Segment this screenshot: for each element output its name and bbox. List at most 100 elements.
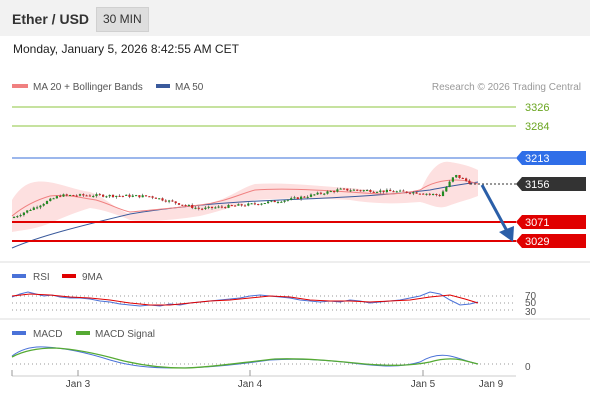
- resistance-label-3326: 3326: [525, 102, 549, 114]
- candle-body: [184, 204, 187, 206]
- candle-body: [425, 193, 428, 195]
- current-price-label: 3156: [525, 179, 549, 191]
- candle-body: [125, 194, 128, 196]
- x-label-jan5: Jan 5: [411, 379, 436, 390]
- candle-body: [210, 206, 214, 209]
- candle-body: [346, 188, 349, 191]
- candle-body: [349, 190, 352, 192]
- rsi-label-70: 70: [525, 291, 537, 302]
- candle-body: [217, 206, 220, 208]
- candle-body: [293, 197, 296, 199]
- candle-body: [111, 194, 115, 197]
- candle-body: [379, 190, 382, 192]
- current-price-tag: [516, 177, 586, 191]
- candle-body: [247, 203, 250, 206]
- candle-body: [283, 200, 286, 202]
- candle-body: [399, 190, 402, 192]
- candle-body: [260, 203, 263, 205]
- candle-body: [98, 194, 101, 196]
- candle-body: [191, 205, 194, 208]
- ma50-legend-swatch: [156, 84, 170, 88]
- candle-body: [187, 205, 190, 207]
- x-label-jan4: Jan 4: [238, 379, 263, 390]
- candle-body: [12, 217, 16, 219]
- candle-body: [214, 207, 217, 209]
- candle-body: [174, 201, 177, 204]
- candle-body: [69, 194, 72, 196]
- candle-body: [224, 207, 227, 209]
- candle-body: [286, 199, 289, 201]
- candle-body: [102, 194, 105, 197]
- candle-body: [45, 201, 49, 204]
- price-candles: [12, 174, 471, 219]
- candle-body: [356, 189, 359, 191]
- candle-body: [333, 191, 336, 193]
- candle-body: [161, 198, 164, 201]
- candle-body: [359, 190, 362, 192]
- ma50-line: [11, 181, 479, 249]
- candle-body: [164, 200, 167, 202]
- candle-body: [339, 188, 342, 190]
- header: Ether / USD 30 MIN: [0, 0, 590, 36]
- candle-body: [280, 201, 283, 203]
- timeframe-button[interactable]: 30 MIN: [96, 7, 149, 32]
- candle-body: [16, 216, 19, 218]
- candle-body: [108, 194, 111, 197]
- candle-body: [26, 210, 29, 213]
- candle-body: [141, 195, 144, 198]
- candle-body: [455, 175, 458, 178]
- candle-body: [230, 205, 233, 207]
- support-label-3071: 3071: [525, 217, 549, 229]
- candle-body: [273, 200, 276, 203]
- rsi-legend-swatch: [12, 274, 26, 278]
- forecast-arrow-shaft: [480, 184, 509, 232]
- candle-body: [207, 206, 210, 208]
- candle-body: [39, 205, 42, 208]
- candle-body: [319, 192, 322, 194]
- candle-body: [49, 198, 52, 202]
- chart-panel: [0, 36, 590, 400]
- candle-body: [441, 191, 445, 197]
- macd-legend-label: MACD: [33, 329, 62, 340]
- candle-body: [138, 195, 141, 198]
- candle-body: [428, 193, 431, 195]
- candle-body: [171, 200, 174, 202]
- candle-body: [115, 195, 118, 197]
- candle-body: [168, 200, 171, 202]
- ma50-legend-label: MA 50: [175, 82, 204, 93]
- candle-body: [92, 196, 95, 198]
- candle-body: [135, 195, 138, 197]
- candle-body: [75, 195, 78, 197]
- candle-body: [445, 186, 448, 192]
- candle-body: [422, 193, 425, 195]
- candle-body: [290, 198, 293, 200]
- candle-body: [465, 178, 468, 181]
- rsi-legend-label: RSI: [33, 272, 50, 283]
- candle-body: [105, 196, 108, 198]
- candle-body: [42, 203, 45, 206]
- candle-body: [59, 196, 62, 198]
- candle-body: [131, 195, 134, 197]
- candle-body: [148, 196, 151, 198]
- candle-body: [306, 196, 309, 198]
- candle-body: [65, 194, 68, 196]
- rsi-label-30: 30: [525, 307, 537, 318]
- candle-body: [382, 190, 385, 192]
- pivot-label-3213: 3213: [525, 153, 549, 165]
- candle-body: [52, 198, 55, 200]
- candle-body: [95, 194, 98, 197]
- rsi-ma-legend-swatch: [62, 274, 76, 278]
- rsi-ma-line: [11, 293, 479, 306]
- candle-body: [408, 192, 412, 194]
- candle-body: [177, 203, 181, 205]
- candle-body: [263, 203, 266, 205]
- candle-body: [468, 180, 471, 184]
- pivot-tag: [516, 151, 586, 165]
- candle-body: [78, 194, 82, 196]
- candle-body: [201, 208, 204, 210]
- candle-body: [309, 194, 313, 197]
- rsi-ma-legend-label: 9MA: [82, 272, 103, 283]
- candle-body: [435, 194, 438, 196]
- candle-body: [276, 201, 280, 203]
